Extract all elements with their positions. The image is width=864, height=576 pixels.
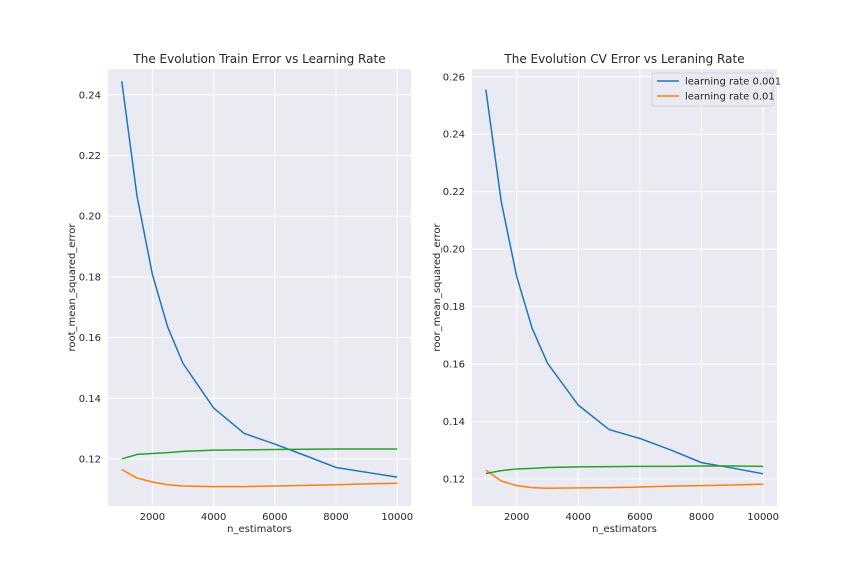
y-tick-label: 0.24 xyxy=(443,130,465,141)
y-tick-label: 0.26 xyxy=(443,72,465,83)
x-tick-label: 6000 xyxy=(262,512,287,523)
y-axis-label: roor_mean_squared_error xyxy=(432,223,443,352)
chart-title: The Evolution CV Error vs Leraning Rate xyxy=(503,52,744,66)
series-line-2 xyxy=(485,465,764,475)
legend-frame xyxy=(651,72,774,107)
y-tick-labels: 0.12 0.14 0.16 0.18 0.20 0.22 0.24 xyxy=(79,90,101,465)
x-tick-label: 8000 xyxy=(323,512,348,523)
legend-label: learning rate 0.01 xyxy=(685,92,775,103)
grid xyxy=(472,69,777,506)
series-line-1 xyxy=(485,469,764,489)
series-line-0 xyxy=(121,81,398,478)
y-axis-label: root_mean_squared_error xyxy=(67,223,78,352)
y-tick-labels: 0.12 0.14 0.16 0.18 0.20 0.22 0.24 0.26 xyxy=(443,72,465,485)
y-tick-label: 0.18 xyxy=(443,302,465,313)
x-tick-label: 10000 xyxy=(381,512,413,523)
y-tick-label: 0.12 xyxy=(443,474,465,485)
x-tick-label: 6000 xyxy=(627,512,652,523)
x-tick-label: 10000 xyxy=(747,512,779,523)
y-tick-label: 0.12 xyxy=(79,454,101,465)
y-tick-label: 0.20 xyxy=(443,245,465,256)
x-tick-label: 4000 xyxy=(201,512,226,523)
x-tick-labels: 2000 4000 6000 8000 10000 xyxy=(140,512,413,523)
series-lines xyxy=(121,81,398,488)
x-tick-labels: 2000 4000 6000 8000 10000 xyxy=(504,512,779,523)
cv-error-plot: 2000 4000 6000 8000 10000 0.120.140.160.180.… xyxy=(432,52,781,535)
y-tick-label: 0.20 xyxy=(79,212,101,223)
x-tick-label: 8000 xyxy=(689,512,714,523)
x-axis-label: n_estimators xyxy=(227,524,292,535)
y-tick-label: 0.16 xyxy=(79,333,101,344)
series-line-2 xyxy=(121,448,398,460)
plot-background xyxy=(472,69,777,506)
train-error-plot: 2000 4000 6000 8000 10000 0.120.140.160.180.… xyxy=(67,52,413,535)
x-tick-label: 2000 xyxy=(504,512,529,523)
series-lines xyxy=(485,89,764,489)
chart-title: The Evolution Train Error vs Learning Ra… xyxy=(132,52,385,66)
legend-label: learning rate 0.001 xyxy=(685,77,781,88)
y-tick-label: 0.14 xyxy=(79,394,101,405)
plot-background xyxy=(108,69,411,506)
y-tick-label: 0.16 xyxy=(443,360,465,371)
y-tick-label: 0.18 xyxy=(79,272,101,283)
y-tick-label: 0.24 xyxy=(79,90,101,101)
grid xyxy=(108,69,411,506)
series-line-1 xyxy=(121,468,398,488)
y-tick-label: 0.14 xyxy=(443,417,465,428)
y-tick-label: 0.22 xyxy=(443,187,465,198)
x-tick-label: 2000 xyxy=(140,512,165,523)
legend: learning rate 0.001 learning rate 0.01 xyxy=(651,72,781,107)
y-tick-label: 0.22 xyxy=(79,151,101,162)
x-axis-label: n_estimators xyxy=(592,524,657,535)
x-tick-label: 4000 xyxy=(566,512,591,523)
series-line-0 xyxy=(485,89,764,475)
